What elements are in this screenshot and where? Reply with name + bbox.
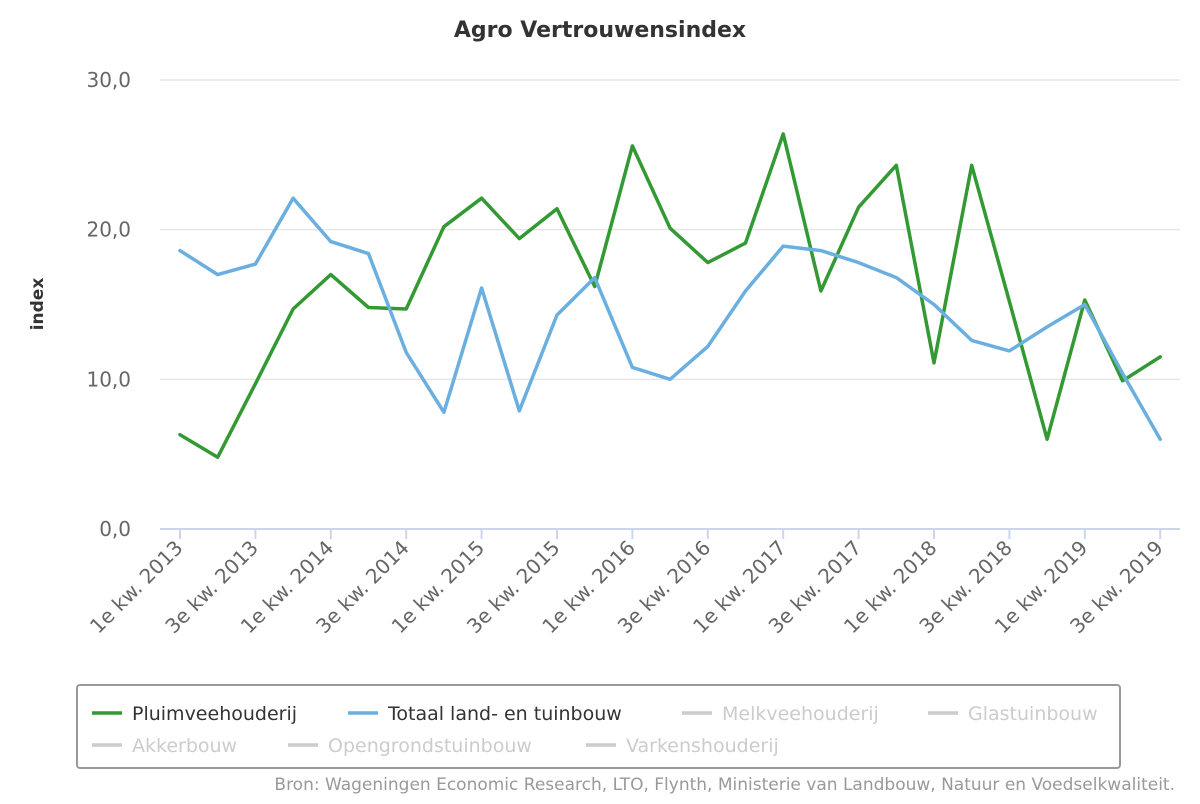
legend-label: Akkerbouw <box>132 735 237 757</box>
legend-label: Glastuinbouw <box>968 703 1098 725</box>
legend: Pluimveehouderij Totaal land- en tuinbouw… <box>76 684 1121 769</box>
legend-label: Varkenshouderij <box>626 735 779 757</box>
legend-item-totaal-land-en-tuinbouw[interactable]: Totaal land- en tuinbouw <box>348 703 622 725</box>
series-line-pluimveehouderij <box>178 132 1162 459</box>
series-lines <box>178 132 1162 459</box>
legend-item-akkerbouw[interactable]: Akkerbouw <box>92 735 237 757</box>
legend-item-glastuinbouw[interactable]: Glastuinbouw <box>928 703 1098 725</box>
legend-item-varkenshouderij[interactable]: Varkenshouderij <box>586 735 779 757</box>
source-note: Bron: Wageningen Economic Research, LTO,… <box>274 775 1175 795</box>
legend-label: Totaal land- en tuinbouw <box>387 703 622 725</box>
chart-title: Agro Vertrouwensindex <box>454 18 746 43</box>
legend-box <box>76 684 1121 769</box>
legend-item-melkveehouderij[interactable]: Melkveehouderij <box>682 703 879 725</box>
y-axis-label: index <box>28 278 48 331</box>
y-tick-label: 10,0 <box>86 367 131 391</box>
y-tick-label: 30,0 <box>86 68 131 92</box>
legend-item-opengrondstuinbouw[interactable]: Opengrondstuinbouw <box>288 735 532 757</box>
y-tick-label: 0,0 <box>99 517 131 541</box>
y-axis-ticks: 0,0 10,0 20,0 30,0 <box>86 68 131 541</box>
y-tick-label: 20,0 <box>86 218 131 242</box>
legend-label: Pluimveehouderij <box>132 703 297 725</box>
legend-label: Melkveehouderij <box>722 703 879 725</box>
legend-label: Opengrondstuinbouw <box>328 735 532 757</box>
legend-item-pluimveehouderij[interactable]: Pluimveehouderij <box>92 703 297 725</box>
series-line-totaal-land-en-tuinbouw <box>178 196 1162 441</box>
